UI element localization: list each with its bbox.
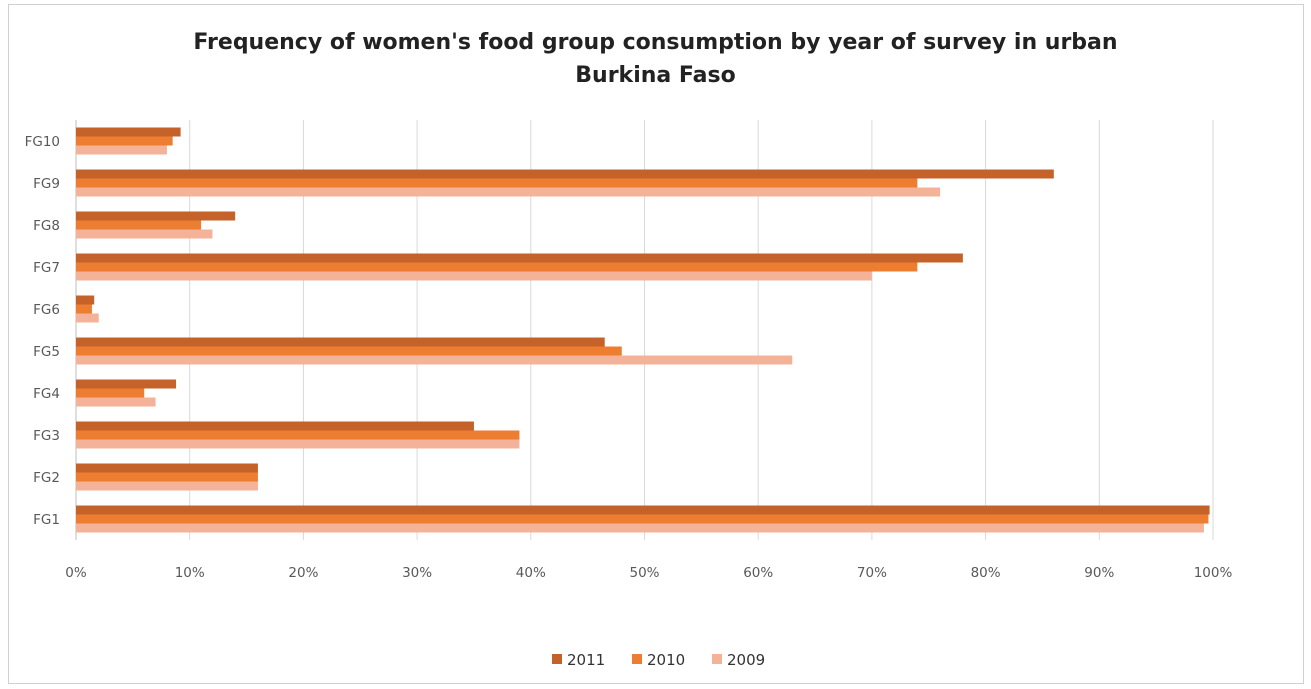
bar-fg9-2011 [76, 169, 1054, 179]
bar-fg9-2010 [76, 178, 918, 188]
x-tick-label: 40% [516, 565, 546, 581]
legend-label-2010: 2010 [647, 651, 685, 669]
x-tick-label: 0% [65, 565, 87, 581]
bar-fg6-2011 [76, 295, 95, 305]
x-tick-label: 10% [175, 565, 205, 581]
y-tick-label: FG10 [25, 134, 60, 150]
x-axis-ticks: 0% 10% 20% 30% 40% 50% 60% 70% 80% 90% 100% [65, 565, 1232, 581]
x-tick-label: 60% [743, 565, 773, 581]
x-tick-label: 50% [629, 565, 659, 581]
bar-fg3-2010 [76, 430, 520, 440]
legend-swatch-2010 [632, 654, 642, 664]
bar-fg7-2010 [76, 262, 918, 272]
bar-fg8-2009 [76, 229, 213, 239]
bar-fg3-2009 [76, 439, 520, 449]
y-tick-label: FG8 [33, 218, 60, 234]
chart-title-line-1: Frequency of women's food group consumpt… [193, 30, 1118, 55]
bar-fg10-2009 [76, 145, 167, 155]
x-tick-label: 80% [971, 565, 1001, 581]
bar-fg9-2009 [76, 187, 941, 197]
bar-fg4-2010 [76, 388, 145, 398]
bar-fg10-2010 [76, 136, 173, 146]
x-tick-label: 90% [1084, 565, 1114, 581]
bar-fg10-2011 [76, 127, 181, 137]
y-tick-label: FG5 [33, 344, 60, 360]
bar-fg7-2011 [76, 253, 963, 263]
y-tick-label: FG1 [33, 512, 60, 528]
bar-fg6-2009 [76, 313, 99, 323]
bar-fg2-2010 [76, 472, 258, 482]
legend-swatch-2009 [712, 654, 722, 664]
x-tick-label: 30% [402, 565, 432, 581]
bar-fg7-2009 [76, 271, 872, 281]
x-tick-label: 20% [288, 565, 318, 581]
bar-fg2-2011 [76, 463, 258, 473]
bar-fg5-2009 [76, 355, 793, 365]
legend-label-2009: 2009 [727, 651, 765, 669]
y-tick-label: FG6 [33, 302, 60, 318]
bar-fg4-2011 [76, 379, 177, 389]
bar-fg5-2011 [76, 337, 605, 347]
y-tick-label: FG3 [33, 428, 60, 444]
x-tick-label: 100% [1194, 565, 1233, 581]
bar-fg8-2010 [76, 220, 202, 230]
y-tick-label: FG7 [33, 260, 60, 276]
bar-fg8-2011 [76, 211, 236, 221]
chart-title: Frequency of women's food group consumpt… [0, 26, 1311, 92]
bar-fg1-2011 [76, 505, 1210, 515]
bars [76, 127, 1210, 533]
bar-fg2-2009 [76, 481, 258, 491]
chart-title-line-2: Burkina Faso [575, 63, 736, 88]
x-tick-label: 70% [857, 565, 887, 581]
bar-fg1-2009 [76, 523, 1204, 533]
bar-fg3-2011 [76, 421, 474, 431]
y-tick-label: FG2 [33, 470, 60, 486]
y-tick-label: FG4 [33, 386, 60, 402]
y-tick-label: FG9 [33, 176, 60, 192]
legend-swatch-2011 [552, 654, 562, 664]
y-axis-ticks: FG1 FG2 FG3 FG4 FG5 FG6 FG7 FG8 FG9 FG10 [25, 134, 60, 528]
bar-fg6-2010 [76, 304, 92, 314]
legend: 2011 2010 2009 [552, 651, 765, 669]
bar-fg4-2009 [76, 397, 156, 407]
bar-fg1-2010 [76, 514, 1209, 524]
bar-fg5-2010 [76, 346, 622, 356]
legend-label-2011: 2011 [567, 651, 605, 669]
